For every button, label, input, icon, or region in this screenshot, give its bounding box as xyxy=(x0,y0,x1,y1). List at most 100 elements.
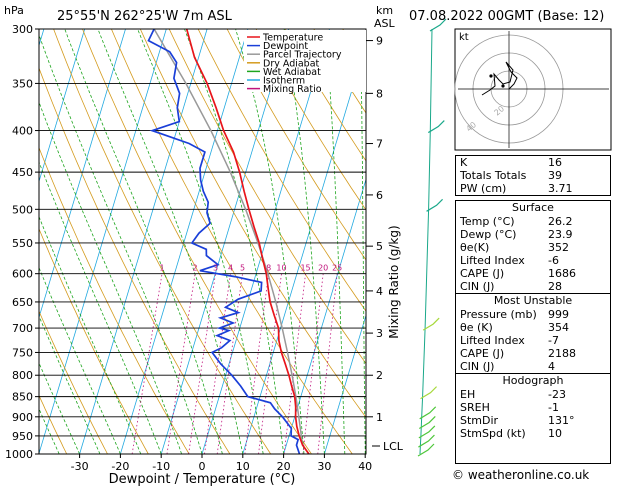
mixing-ratio-label: 5 xyxy=(240,264,245,273)
surface-value: 26.2 xyxy=(548,215,573,228)
datetime-title: 07.08.2022 00GMT (Base: 12) xyxy=(409,9,604,24)
surface-label: Dewp (°C) xyxy=(460,228,517,241)
most-unstable-value: 999 xyxy=(548,308,569,321)
mixing-ratio-label: 10 xyxy=(276,264,286,273)
isotherm-line xyxy=(160,29,290,454)
most-unstable-label: CAPE (J) xyxy=(460,347,505,360)
pressure-tick-label: 500 xyxy=(12,203,33,216)
height-tick-label: 4 xyxy=(376,285,383,298)
wind-barb xyxy=(418,425,436,439)
isotherm-line xyxy=(201,29,330,454)
mixing-ratio-line xyxy=(204,273,231,454)
mixing-ratio-axis-label: Mixing Ratio (g/kg) xyxy=(387,225,401,338)
wind-staff-line xyxy=(419,28,433,455)
temperature-tick-label: 40 xyxy=(358,460,372,473)
surface-label: CAPE (J) xyxy=(460,267,505,280)
surface-label: Temp (°C) xyxy=(460,215,515,228)
most-unstable-value: 4 xyxy=(548,360,555,373)
most-unstable-label: Pressure (mb) xyxy=(460,308,537,321)
wind-barb xyxy=(418,416,436,429)
temperature-tick-label: 30 xyxy=(317,460,331,473)
most-unstable-label: θe (K) xyxy=(460,321,493,334)
mixing-ratio-line xyxy=(188,273,216,454)
legend-label: Wet Adiabat xyxy=(263,67,321,78)
mixing-ratio-line xyxy=(244,273,270,454)
wet-adiabat-line xyxy=(39,407,60,454)
wind-barb xyxy=(418,434,435,448)
hodograph-params-rows: EH -23 SREH -1 StmDir 131° StmSpd (kt) 10 xyxy=(456,388,610,440)
pressure-tick-label: 950 xyxy=(12,430,33,443)
temperature-tick-label: -10 xyxy=(152,460,170,473)
mixing-ratio-label: 1 xyxy=(159,264,164,273)
surface-value: 23.9 xyxy=(548,228,573,241)
hodograph-param-row: SREH -1 xyxy=(456,401,610,414)
hodograph-trace xyxy=(481,61,518,96)
surface-value: 352 xyxy=(548,241,569,254)
temperature-axis: -30 -20 -10 0 10 20 30 40 xyxy=(71,454,372,473)
pressure-tick-label: 900 xyxy=(12,411,33,424)
height-tick-label: 3 xyxy=(376,327,383,340)
hodograph-param-label: SREH xyxy=(460,401,490,414)
km-unit: km xyxy=(376,4,393,17)
profiles xyxy=(147,29,310,454)
most-unstable-label: CIN (J) xyxy=(460,360,495,373)
mixing-ratio-line xyxy=(317,273,338,454)
hodograph-param-label: StmDir xyxy=(460,414,499,427)
surface-label: CIN (J) xyxy=(460,280,495,293)
hodograph-storm-motion xyxy=(501,84,505,88)
wet-adiabat-line xyxy=(39,101,182,454)
height-tick-label: 8 xyxy=(376,87,383,100)
dry-adiabat-line xyxy=(39,394,68,454)
surface-row: Dewp (°C) 23.9 xyxy=(456,228,610,241)
surface-row: Temp (°C) 26.2 xyxy=(456,215,610,228)
parcel-trajectory-profile xyxy=(153,29,310,454)
surface-row: CIN (J) 28 xyxy=(456,280,610,293)
temperature-tick-label: -30 xyxy=(71,460,89,473)
hodograph-param-value: -1 xyxy=(548,401,559,414)
isotherm-line xyxy=(39,29,167,454)
dry-adiabat-line xyxy=(39,67,231,454)
isotherm-line xyxy=(242,41,366,454)
legend-label: Dry Adiabat xyxy=(263,58,320,69)
index-pw-label: PW (cm) xyxy=(460,182,507,195)
surface-label: Lifted Index xyxy=(460,254,525,267)
most-unstable-row: θe (K) 354 xyxy=(456,321,610,334)
most-unstable-row: CAPE (J) 2188 xyxy=(456,347,610,360)
most-unstable-value: 354 xyxy=(548,321,569,334)
indices-box: K 16 Totals Totals 39 PW (cm) 3.71 xyxy=(455,155,611,196)
mixing-ratio-line xyxy=(302,273,324,454)
pressure-tick-label: 350 xyxy=(12,77,33,90)
pressure-tick-label: 600 xyxy=(12,268,33,281)
legend-label: Mixing Ratio xyxy=(263,84,322,95)
height-tick-label: 7 xyxy=(376,138,383,151)
most-unstable-row: Pressure (mb) 999 xyxy=(456,308,610,321)
pressure-unit: hPa xyxy=(4,4,24,17)
hodograph-param-label: StmSpd (kt) xyxy=(460,427,526,440)
pressure-tick-label: 550 xyxy=(12,237,33,250)
index-totals-label: Totals Totals xyxy=(460,169,527,182)
hodograph: kt 20 40 xyxy=(454,28,612,151)
most-unstable-rows: Pressure (mb) 999 θe (K) 354 Lifted Index -7 C… xyxy=(456,308,610,373)
mixing-ratio-label: 15 xyxy=(300,264,310,273)
mixing-ratio-label: 20 xyxy=(318,264,328,273)
x-axis-label: Dewpoint / Temperature (°C) xyxy=(109,472,296,486)
temperature-tick-label: -20 xyxy=(111,460,129,473)
wind-profile xyxy=(417,18,447,457)
hodograph-param-value: -23 xyxy=(548,388,566,401)
pressure-tick-label: 850 xyxy=(12,391,33,404)
pressure-tick-label: 750 xyxy=(12,346,33,359)
wind-barb xyxy=(426,198,443,212)
wet-adiabat-line xyxy=(360,29,366,454)
most-unstable-row: CIN (J) 4 xyxy=(456,360,610,373)
height-tick-label: 6 xyxy=(376,189,383,202)
wind-barb xyxy=(422,317,440,331)
mixing-ratio-label: 4 xyxy=(228,264,233,273)
parameters-box: Surface Temp (°C) 26.2 Dewp (°C) 23.9 θe(K) 3… xyxy=(455,200,611,464)
legend-label: Isotherm xyxy=(263,76,305,87)
footer-credit[interactable]: © weatheronline.co.uk xyxy=(452,468,590,482)
hodograph-param-label: EH xyxy=(460,388,476,401)
most-unstable-title: Most Unstable xyxy=(493,294,573,307)
hodograph-param-value: 131° xyxy=(548,414,575,427)
